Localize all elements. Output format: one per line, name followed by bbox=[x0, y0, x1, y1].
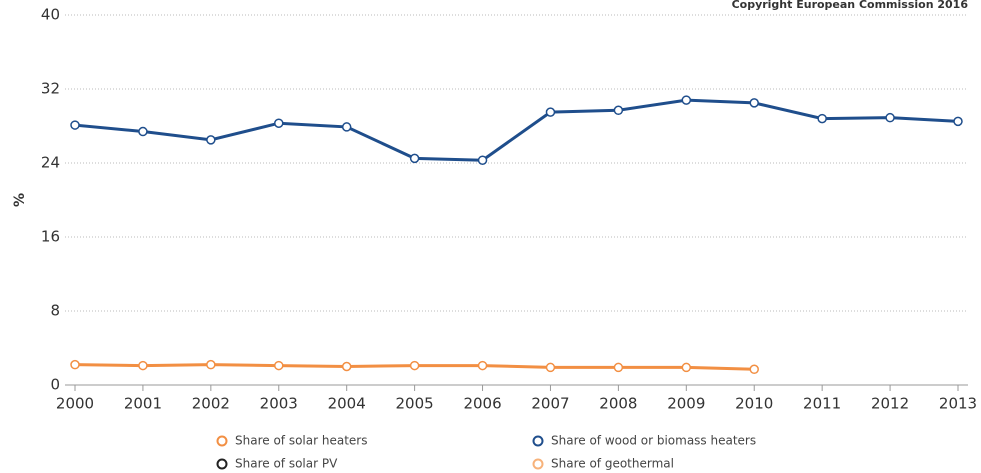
x-tick-label: 2008 bbox=[599, 395, 637, 413]
y-tick-label: 40 bbox=[41, 6, 60, 24]
y-axis-label: % bbox=[12, 193, 28, 207]
data-point bbox=[681, 95, 692, 105]
data-point bbox=[341, 122, 352, 132]
x-tick-label: 2007 bbox=[531, 395, 569, 413]
data-point bbox=[749, 364, 759, 375]
x-tick-label: 2002 bbox=[192, 395, 230, 413]
x-tick-label: 2004 bbox=[328, 395, 366, 413]
data-point bbox=[817, 113, 827, 124]
data-point bbox=[409, 360, 420, 371]
legend-label: Share of solar heaters bbox=[235, 434, 367, 448]
data-point bbox=[138, 360, 148, 371]
x-tick-label: 2011 bbox=[803, 395, 841, 413]
x-tick-label: 2001 bbox=[124, 395, 162, 413]
copyright: Copyright European Commission 2016 bbox=[732, 0, 969, 11]
data-point bbox=[138, 126, 148, 137]
data-point bbox=[477, 360, 488, 371]
data-point bbox=[477, 155, 488, 165]
x-tick-label: 2003 bbox=[260, 395, 298, 413]
x-tick-label: 2005 bbox=[396, 395, 434, 413]
y-tick-label: 32 bbox=[41, 80, 60, 98]
data-point bbox=[885, 112, 895, 123]
x-tick-label: 2006 bbox=[463, 395, 501, 413]
data-point bbox=[274, 360, 284, 371]
data-point bbox=[681, 362, 692, 373]
series-line bbox=[74, 98, 959, 162]
y-tick-label: 24 bbox=[41, 154, 60, 172]
data-point bbox=[545, 362, 556, 373]
legend-label: Share of wood or biomass heaters bbox=[551, 434, 756, 448]
y-tick-label: 0 bbox=[50, 376, 60, 394]
data-point bbox=[545, 107, 556, 117]
legend-marker bbox=[216, 458, 228, 470]
y-tick-label: 16 bbox=[41, 228, 60, 246]
legend-marker bbox=[216, 435, 228, 447]
legend-marker bbox=[532, 435, 544, 447]
data-point bbox=[206, 359, 216, 370]
data-point bbox=[953, 116, 963, 127]
data-point bbox=[206, 135, 216, 145]
legend-marker bbox=[532, 458, 544, 470]
data-point bbox=[613, 105, 624, 116]
data-point bbox=[70, 120, 80, 130]
data-point bbox=[70, 359, 80, 370]
data-point bbox=[409, 153, 420, 164]
data-point bbox=[613, 362, 624, 373]
data-point bbox=[749, 98, 759, 108]
x-tick-label: 2010 bbox=[735, 395, 773, 413]
data-point bbox=[341, 361, 352, 372]
legend-label: Share of solar PV bbox=[235, 457, 338, 471]
legend-label: Share of geothermal bbox=[551, 457, 674, 471]
y-tick-label: 8 bbox=[50, 302, 60, 320]
x-tick-label: 2000 bbox=[56, 395, 94, 413]
data-point bbox=[274, 118, 284, 128]
x-tick-label: 2012 bbox=[871, 395, 909, 413]
x-tick-label: 2009 bbox=[667, 395, 705, 413]
x-tick-label: 2013 bbox=[939, 395, 977, 413]
